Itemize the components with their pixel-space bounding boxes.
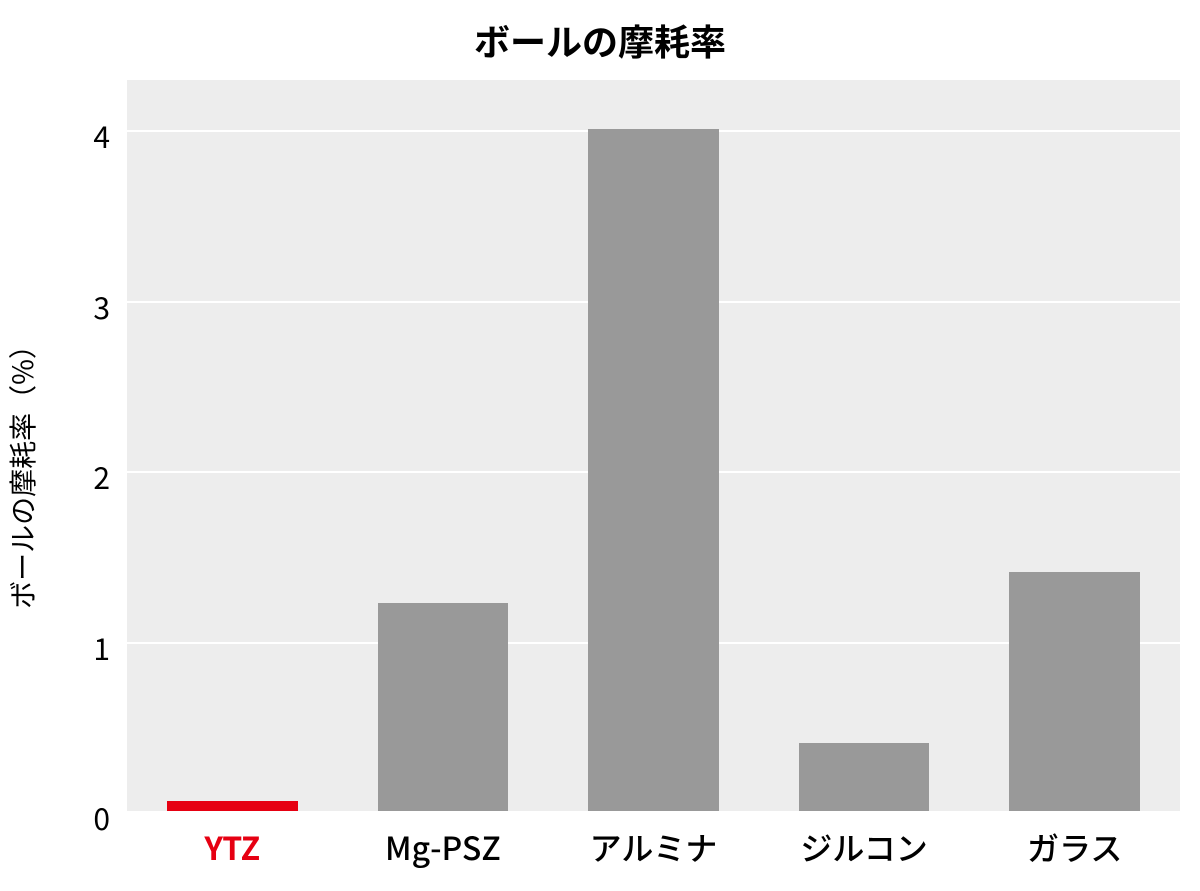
y-tick-label: 2	[0, 454, 110, 498]
bar	[1009, 572, 1140, 811]
x-tick-label: Mg-PSZ	[338, 824, 549, 870]
x-tick-label: アルミナ	[548, 824, 759, 870]
bar	[167, 801, 298, 811]
plot-area	[127, 80, 1180, 813]
x-tick-label: YTZ	[127, 824, 338, 870]
y-tick-label: 0	[0, 795, 110, 839]
wear-rate-chart: ボールの摩耗率 ボールの摩耗率（%） 01234YTZMg-PSZアルミナジルコ…	[0, 0, 1200, 891]
bar	[588, 129, 719, 811]
x-tick-label: ジルコン	[759, 824, 970, 870]
bar	[799, 743, 930, 811]
x-tick-label: ガラス	[969, 824, 1180, 870]
chart-title: ボールの摩耗率	[0, 14, 1200, 66]
y-tick-label: 3	[0, 284, 110, 328]
y-tick-label: 4	[0, 113, 110, 157]
y-tick-label: 1	[0, 625, 110, 669]
bar	[378, 603, 509, 811]
